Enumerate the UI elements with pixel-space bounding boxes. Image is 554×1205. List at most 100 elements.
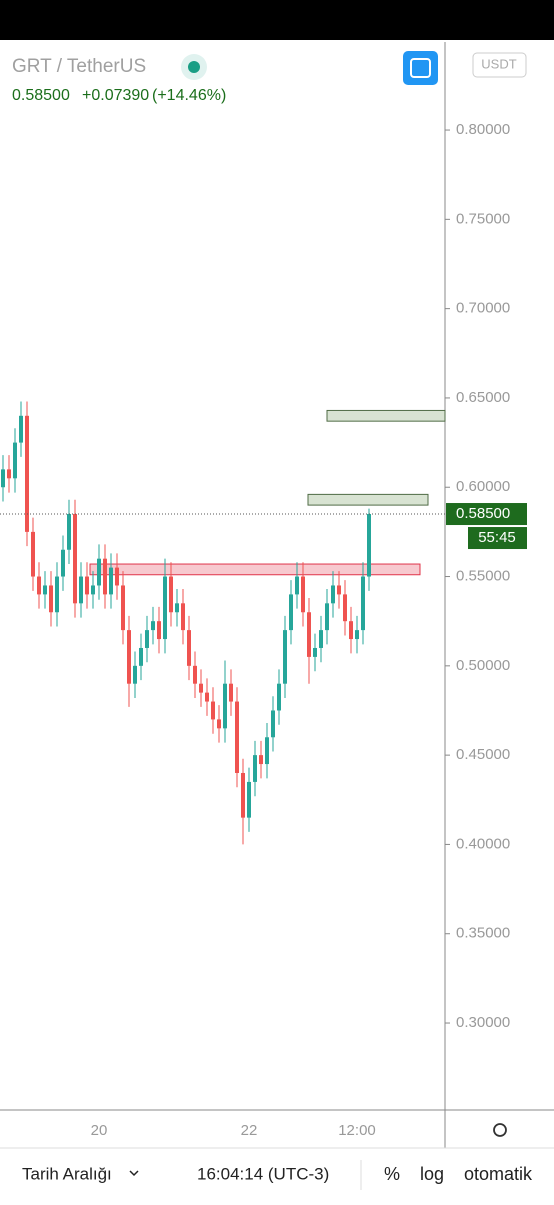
status-dot: [188, 61, 200, 73]
candle-body: [85, 576, 89, 595]
candle-body: [319, 630, 323, 648]
candle-body: [181, 603, 185, 631]
candle-body: [163, 576, 167, 640]
candle-body: [367, 514, 371, 577]
candle-body: [19, 415, 23, 443]
y-tick-label: 0.55000: [456, 568, 510, 585]
x-tick-label: 20: [91, 1122, 108, 1139]
y-tick-label: 0.30000: [456, 1014, 510, 1031]
candle-body: [241, 772, 245, 818]
y-tick-label: 0.40000: [456, 835, 510, 852]
candle-body: [205, 692, 209, 702]
candle-body: [121, 585, 125, 631]
candle-body: [217, 719, 221, 729]
candle-body: [331, 585, 335, 604]
candle-body: [247, 781, 251, 818]
candle-body: [349, 621, 353, 640]
log-button[interactable]: log: [420, 1164, 444, 1184]
candle-body: [103, 558, 107, 595]
candle-body: [25, 415, 29, 532]
y-tick-label: 0.35000: [456, 925, 510, 942]
candle-body: [109, 567, 113, 595]
zone: [326, 409, 446, 422]
candle-body: [79, 576, 83, 604]
candle-body: [145, 630, 149, 648]
candle-body: [67, 514, 71, 550]
candle-body: [259, 755, 263, 765]
candle-body: [283, 630, 287, 684]
y-tick-label: 0.60000: [456, 478, 510, 495]
zone: [307, 493, 429, 506]
y-tick-label: 0.65000: [456, 389, 510, 406]
candle-body: [151, 621, 155, 631]
percent-button[interactable]: %: [384, 1164, 400, 1184]
candle-body: [229, 683, 233, 702]
candle-body: [277, 683, 281, 711]
price: 0.58500: [12, 87, 70, 104]
candle-body: [49, 585, 53, 613]
fullscreen-icon: [410, 58, 431, 78]
candle-body: [43, 585, 47, 595]
candle-body: [265, 737, 269, 765]
candle-body: [289, 594, 293, 631]
candle-body: [13, 442, 17, 479]
candle-body: [301, 576, 305, 613]
settings-icon[interactable]: [493, 1123, 507, 1137]
countdown: 55:45: [478, 529, 516, 546]
candle-body: [1, 469, 5, 488]
change-pct: (+14.46%): [152, 87, 226, 104]
candle-body: [133, 665, 137, 684]
clock: 16:04:14 (UTC-3): [197, 1164, 329, 1183]
fullscreen-button[interactable]: [403, 51, 438, 85]
candle-body: [313, 647, 317, 657]
x-tick-label: 12:00: [338, 1122, 376, 1139]
candle-body: [169, 576, 173, 613]
y-tick-label: 0.80000: [456, 121, 510, 138]
y-tick-label: 0.50000: [456, 657, 510, 674]
countdown-box: [468, 527, 527, 550]
candle-body: [295, 576, 299, 595]
candle-body: [361, 576, 365, 631]
candle-body: [115, 567, 119, 586]
zone: [89, 563, 421, 576]
candle-body: [235, 701, 239, 773]
candle-body: [157, 621, 161, 640]
y-tick-label: 0.75000: [456, 210, 510, 227]
candle-body: [97, 558, 101, 586]
y-tick-label: 0.70000: [456, 300, 510, 317]
change: +0.07390: [82, 87, 149, 104]
range-button[interactable]: Tarih Aralığı: [22, 1164, 112, 1183]
last-price-label: 0.58500: [456, 505, 510, 522]
auto-button[interactable]: otomatik: [464, 1164, 533, 1184]
y-tick-label: 0.45000: [456, 746, 510, 763]
candle-body: [139, 647, 143, 666]
candle-body: [127, 630, 131, 684]
candle-body: [271, 710, 275, 738]
candle-body: [73, 514, 77, 604]
candle-body: [343, 594, 347, 622]
candle-body: [61, 549, 65, 577]
candle-body: [325, 603, 329, 631]
candle-body: [55, 576, 59, 613]
candle-body: [253, 755, 257, 782]
candle-body: [223, 683, 227, 729]
x-tick-label: 22: [241, 1122, 258, 1139]
currency: USDT: [481, 56, 516, 71]
chevron: [129, 1170, 139, 1177]
currency-box: [472, 52, 527, 78]
candle-body: [91, 585, 95, 595]
candle-body: [307, 612, 311, 657]
candle-body: [7, 469, 11, 479]
candle-body: [199, 683, 203, 693]
candle-body: [187, 630, 191, 666]
candle-body: [31, 531, 35, 577]
candle-body: [193, 665, 197, 684]
candle-body: [355, 630, 359, 640]
candle-body: [175, 603, 179, 613]
candle-body: [211, 701, 215, 720]
status-bar: [0, 0, 554, 40]
candle-body: [37, 576, 41, 595]
symbol: GRT / TetherUS: [12, 56, 146, 77]
candle-body: [337, 585, 341, 595]
